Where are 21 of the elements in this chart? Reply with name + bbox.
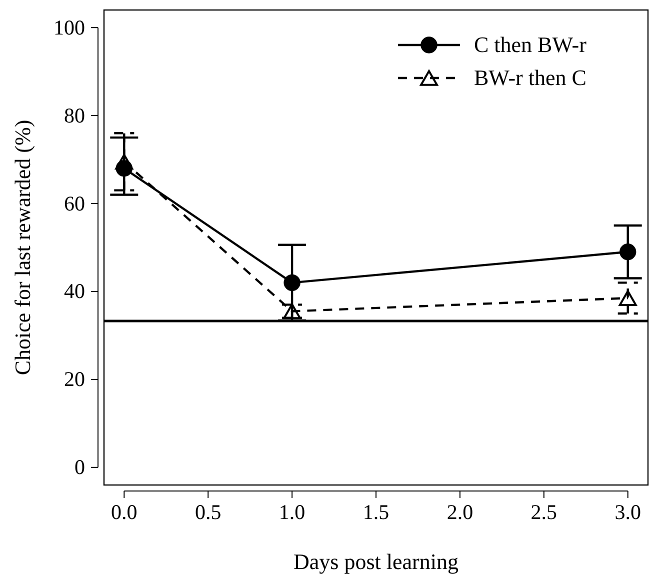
legend-label: C then BW-r [474, 32, 588, 57]
x-tick-label: 2.5 [530, 500, 558, 524]
x-tick-label: 1.0 [278, 500, 306, 524]
point [115, 154, 134, 170]
x-tick-label: 0.5 [194, 500, 222, 524]
y-tick-label: 80 [64, 103, 85, 128]
y-tick-label: 60 [64, 191, 85, 216]
point [618, 290, 637, 306]
x-axis-title: Days post learning [294, 549, 458, 574]
x-tick-label: 2.0 [446, 500, 474, 524]
legend-label: BW-r then C [474, 65, 586, 90]
y-tick-label: 0 [74, 455, 85, 480]
x-tick-label: 0.0 [111, 500, 138, 524]
y-tick-label: 100 [54, 15, 85, 40]
y-tick-label: 20 [64, 367, 85, 392]
point [619, 244, 636, 260]
y-tick-label: 40 [64, 279, 85, 304]
y-axis-title: Choice for last rewarded (%) [10, 120, 35, 376]
point [284, 274, 300, 292]
x-tick-label: 1.5 [362, 500, 390, 524]
x-tick-label: 3.0 [614, 500, 641, 524]
